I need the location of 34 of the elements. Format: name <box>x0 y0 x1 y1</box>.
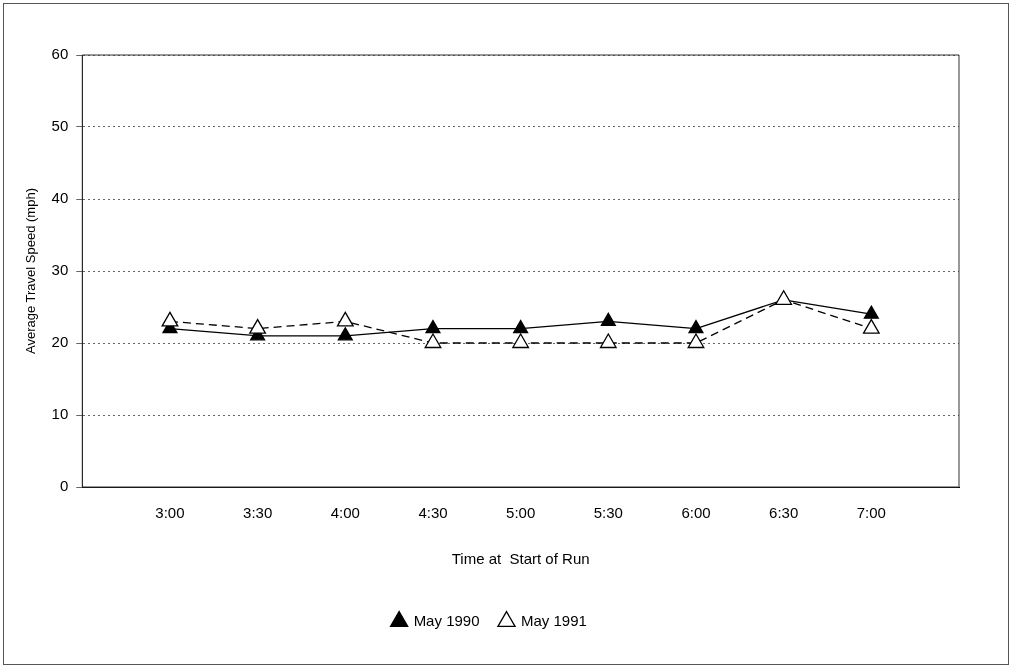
point <box>687 333 705 349</box>
x-tick-label: 5:30 <box>593 504 623 522</box>
y-tick-label: 50 <box>51 117 69 135</box>
x-tick-label: 5:00 <box>506 504 536 522</box>
point <box>337 327 353 341</box>
x-tick-label: 7:00 <box>856 504 886 522</box>
x-tick-label: 3:00 <box>155 504 185 522</box>
point <box>862 318 880 334</box>
legend-label: May 1990 <box>413 611 480 629</box>
x-axis-title: Time at Start of Run <box>451 550 590 568</box>
x-tick-label: 6:00 <box>681 504 711 522</box>
y-axis-title: Average Travel Speed (mph) <box>23 188 39 354</box>
point <box>424 333 442 349</box>
point <box>249 318 267 334</box>
y-tick-label: 10 <box>51 405 69 423</box>
x-tick-label: 6:30 <box>769 504 799 522</box>
point <box>599 333 617 349</box>
point <box>688 319 704 334</box>
x-tick-label: 4:00 <box>330 504 360 522</box>
point <box>336 311 354 327</box>
point <box>425 319 441 334</box>
y-tick-label: 0 <box>59 477 69 495</box>
y-tick-label: 40 <box>51 189 69 207</box>
legend-label: May 1991 <box>521 611 587 629</box>
point <box>863 305 879 319</box>
point <box>513 319 529 334</box>
y-tick-label: 20 <box>51 333 69 351</box>
y-tick-label: 60 <box>51 45 69 63</box>
point <box>600 312 616 327</box>
y-tick-label: 30 <box>51 261 69 279</box>
point <box>161 311 179 327</box>
x-tick-label: 4:30 <box>418 504 448 522</box>
point <box>512 333 530 349</box>
x-tick-label: 3:30 <box>243 504 273 522</box>
